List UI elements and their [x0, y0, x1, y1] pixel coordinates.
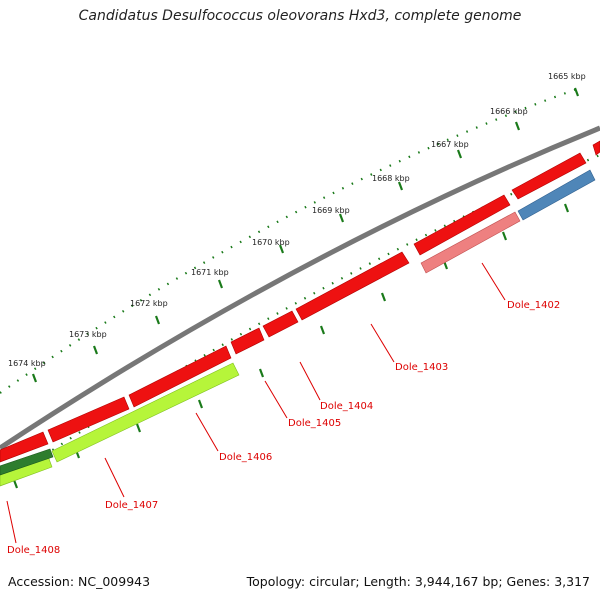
leader-line: [481, 262, 506, 301]
forward-genes: [0, 140, 600, 463]
gene-label-dole-1402[interactable]: Dole_1402: [507, 300, 560, 311]
gene-arrow[interactable]: [230, 327, 265, 355]
scale-tick: [380, 292, 387, 302]
scale-label: 1671 kbp: [191, 268, 229, 277]
scale-tick: [501, 231, 508, 241]
gene-arrow[interactable]: [413, 194, 511, 256]
scale-label: 1673 kbp: [69, 330, 107, 339]
gene-arrow[interactable]: [511, 152, 587, 200]
leader-line: [104, 457, 125, 498]
gene-green[interactable]: [51, 362, 240, 463]
scale-tick: [217, 279, 224, 289]
leader-line: [299, 361, 321, 401]
gene-darkgreen[interactable]: [0, 448, 54, 476]
scale-tick: [154, 315, 161, 325]
gene-arrow[interactable]: [0, 431, 49, 463]
scale-label: 1666 kbp: [490, 107, 528, 116]
scale-tick: [12, 479, 19, 489]
scale-tick: [573, 87, 580, 97]
gene-arrow[interactable]: [592, 140, 600, 156]
gene-label-dole-1407[interactable]: Dole_1407: [105, 500, 158, 511]
leader-line: [6, 500, 17, 544]
gene-label-dole-1408[interactable]: Dole_1408: [7, 545, 60, 556]
scale-tick: [135, 423, 142, 433]
gene-pink[interactable]: [420, 211, 521, 274]
gene-arrow[interactable]: [128, 345, 232, 408]
scale-label: 1670 kbp: [252, 238, 290, 247]
scale-tick: [258, 368, 265, 378]
accession-text: Accession: NC_009943: [8, 574, 151, 589]
scale-tick: [319, 325, 326, 335]
scale-tick: [456, 149, 463, 159]
topology-text: Topology: circular; Length: 3,944,167 bp…: [246, 574, 590, 589]
gene-arrow[interactable]: [295, 251, 410, 321]
scale-inner-ticks: [12, 203, 570, 489]
genome-backbone: [0, 125, 600, 451]
leader-line: [264, 380, 288, 419]
scale-label: 1668 kbp: [372, 174, 410, 183]
scale-label: 1667 kbp: [431, 140, 469, 149]
gene-arrow[interactable]: [47, 396, 130, 443]
leader-line: [195, 412, 219, 452]
scale-tick: [563, 203, 570, 213]
scale-tick: [514, 121, 521, 131]
scale-label: 1674 kbp: [8, 359, 46, 368]
label-leaders: [6, 262, 506, 544]
scale-tick: [92, 345, 99, 355]
scale-tick: [31, 373, 38, 383]
gene-blue[interactable]: [517, 169, 596, 221]
gene-label-dole-1404[interactable]: Dole_1404: [320, 401, 373, 412]
scale-label: 1665 kbp: [548, 72, 586, 81]
scale-tick: [197, 399, 204, 409]
gene-label-dole-1405[interactable]: Dole_1405: [288, 418, 341, 429]
scale-ring-outer: [0, 86, 581, 394]
genome-title: Candidatus Desulfococcus oleovorans Hxd3…: [78, 8, 522, 24]
scale-tick: [338, 213, 345, 223]
gene-label-dole-1403[interactable]: Dole_1403: [395, 362, 448, 373]
gene-label-dole-1406[interactable]: Dole_1406: [219, 452, 272, 463]
scale-major-ticks: [31, 87, 580, 383]
gene-arrow[interactable]: [262, 310, 299, 338]
scale-label: 1669 kbp: [312, 206, 350, 215]
scale-tick: [278, 244, 285, 254]
scale-tick: [397, 181, 404, 191]
scale-label: 1672 kbp: [130, 299, 168, 308]
leader-line: [370, 323, 395, 363]
